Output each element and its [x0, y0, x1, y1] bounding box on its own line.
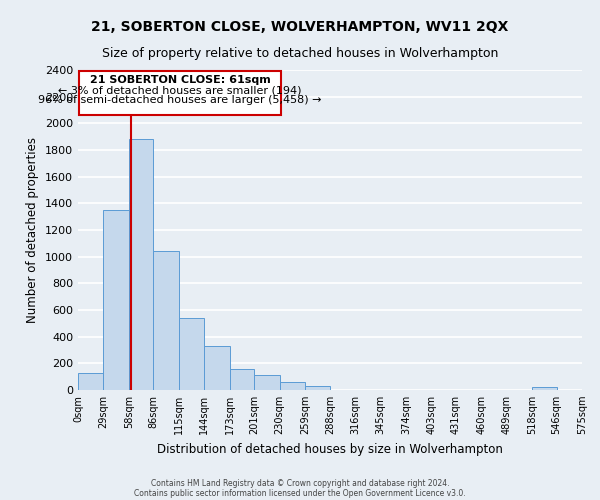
Bar	[532, 386, 557, 390]
Text: Size of property relative to detached houses in Wolverhampton: Size of property relative to detached ho…	[102, 48, 498, 60]
Bar	[230, 370, 254, 390]
Text: Contains HM Land Registry data © Crown copyright and database right 2024.: Contains HM Land Registry data © Crown c…	[151, 478, 449, 488]
Bar	[280, 382, 305, 390]
Y-axis label: Number of detached properties: Number of detached properties	[26, 137, 40, 323]
Bar	[305, 386, 331, 390]
Text: 21 SOBERTON CLOSE: 61sqm: 21 SOBERTON CLOSE: 61sqm	[90, 76, 271, 86]
Bar	[179, 318, 204, 390]
Bar	[78, 374, 103, 390]
FancyBboxPatch shape	[79, 70, 281, 115]
Bar	[254, 376, 280, 390]
Bar	[103, 210, 129, 390]
Text: ← 3% of detached houses are smaller (194): ← 3% of detached houses are smaller (194…	[58, 86, 302, 96]
Bar	[154, 252, 179, 390]
X-axis label: Distribution of detached houses by size in Wolverhampton: Distribution of detached houses by size …	[157, 442, 503, 456]
Text: 21, SOBERTON CLOSE, WOLVERHAMPTON, WV11 2QX: 21, SOBERTON CLOSE, WOLVERHAMPTON, WV11 …	[91, 20, 509, 34]
Text: Contains public sector information licensed under the Open Government Licence v3: Contains public sector information licen…	[134, 488, 466, 498]
Text: 96% of semi-detached houses are larger (5,458) →: 96% of semi-detached houses are larger (…	[38, 96, 322, 106]
Bar	[204, 346, 230, 390]
Bar	[129, 140, 154, 390]
